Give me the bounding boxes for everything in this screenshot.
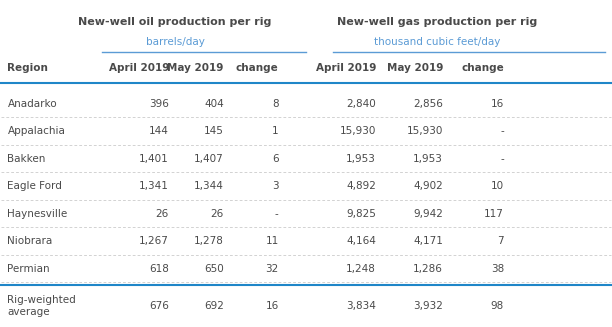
Text: Region: Region <box>7 63 48 73</box>
Text: Bakken: Bakken <box>7 154 46 164</box>
Text: 145: 145 <box>204 126 224 136</box>
Text: 144: 144 <box>149 126 169 136</box>
Text: 1,341: 1,341 <box>139 181 169 191</box>
Text: 1,344: 1,344 <box>194 181 224 191</box>
Text: Haynesville: Haynesville <box>7 209 68 219</box>
Text: 8: 8 <box>272 98 278 109</box>
Text: 1,953: 1,953 <box>346 154 376 164</box>
Text: Eagle Ford: Eagle Ford <box>7 181 62 191</box>
Text: 1,267: 1,267 <box>139 236 169 246</box>
Text: -: - <box>275 209 278 219</box>
Text: Permian: Permian <box>7 264 50 274</box>
Text: 4,892: 4,892 <box>346 181 376 191</box>
Text: 16: 16 <box>266 301 278 311</box>
Text: 3,932: 3,932 <box>413 301 443 311</box>
Text: -: - <box>500 126 504 136</box>
Text: 1,953: 1,953 <box>413 154 443 164</box>
Text: Appalachia: Appalachia <box>7 126 65 136</box>
Text: April 2019: April 2019 <box>108 63 169 73</box>
Text: 1,401: 1,401 <box>139 154 169 164</box>
Text: April 2019: April 2019 <box>316 63 376 73</box>
Text: 9,825: 9,825 <box>346 209 376 219</box>
Text: 2,856: 2,856 <box>413 98 443 109</box>
Text: 16: 16 <box>491 98 504 109</box>
Text: change: change <box>461 63 504 73</box>
Text: Niobrara: Niobrara <box>7 236 53 246</box>
Text: 3: 3 <box>272 181 278 191</box>
Text: 98: 98 <box>491 301 504 311</box>
Text: 26: 26 <box>211 209 224 219</box>
Text: 676: 676 <box>149 301 169 311</box>
Text: 15,930: 15,930 <box>407 126 443 136</box>
Text: 7: 7 <box>498 236 504 246</box>
Text: 404: 404 <box>204 98 224 109</box>
Text: 4,171: 4,171 <box>413 236 443 246</box>
Text: 650: 650 <box>204 264 224 274</box>
Text: May 2019: May 2019 <box>167 63 224 73</box>
Text: 1: 1 <box>272 126 278 136</box>
Text: 3,834: 3,834 <box>346 301 376 311</box>
Text: 6: 6 <box>272 154 278 164</box>
Text: 396: 396 <box>149 98 169 109</box>
Text: New-well oil production per rig: New-well oil production per rig <box>78 17 272 27</box>
Text: change: change <box>236 63 278 73</box>
Text: Anadarko: Anadarko <box>7 98 57 109</box>
Text: 15,930: 15,930 <box>340 126 376 136</box>
Text: May 2019: May 2019 <box>387 63 443 73</box>
Text: Rig-weighted
average: Rig-weighted average <box>7 295 76 318</box>
Text: 618: 618 <box>149 264 169 274</box>
Text: 1,407: 1,407 <box>194 154 224 164</box>
Text: 11: 11 <box>266 236 278 246</box>
Text: 32: 32 <box>266 264 278 274</box>
Text: barrels/day: barrels/day <box>146 37 204 47</box>
Text: 38: 38 <box>491 264 504 274</box>
Text: 4,902: 4,902 <box>413 181 443 191</box>
Text: 9,942: 9,942 <box>413 209 443 219</box>
Text: 26: 26 <box>155 209 169 219</box>
Text: 1,278: 1,278 <box>194 236 224 246</box>
Text: 2,840: 2,840 <box>346 98 376 109</box>
Text: thousand cubic feet/day: thousand cubic feet/day <box>374 37 500 47</box>
Text: 4,164: 4,164 <box>346 236 376 246</box>
Text: New-well gas production per rig: New-well gas production per rig <box>337 17 537 27</box>
Text: -: - <box>500 154 504 164</box>
Text: 692: 692 <box>204 301 224 311</box>
Text: 1,248: 1,248 <box>346 264 376 274</box>
Text: 1,286: 1,286 <box>413 264 443 274</box>
Text: 117: 117 <box>484 209 504 219</box>
Text: 10: 10 <box>491 181 504 191</box>
